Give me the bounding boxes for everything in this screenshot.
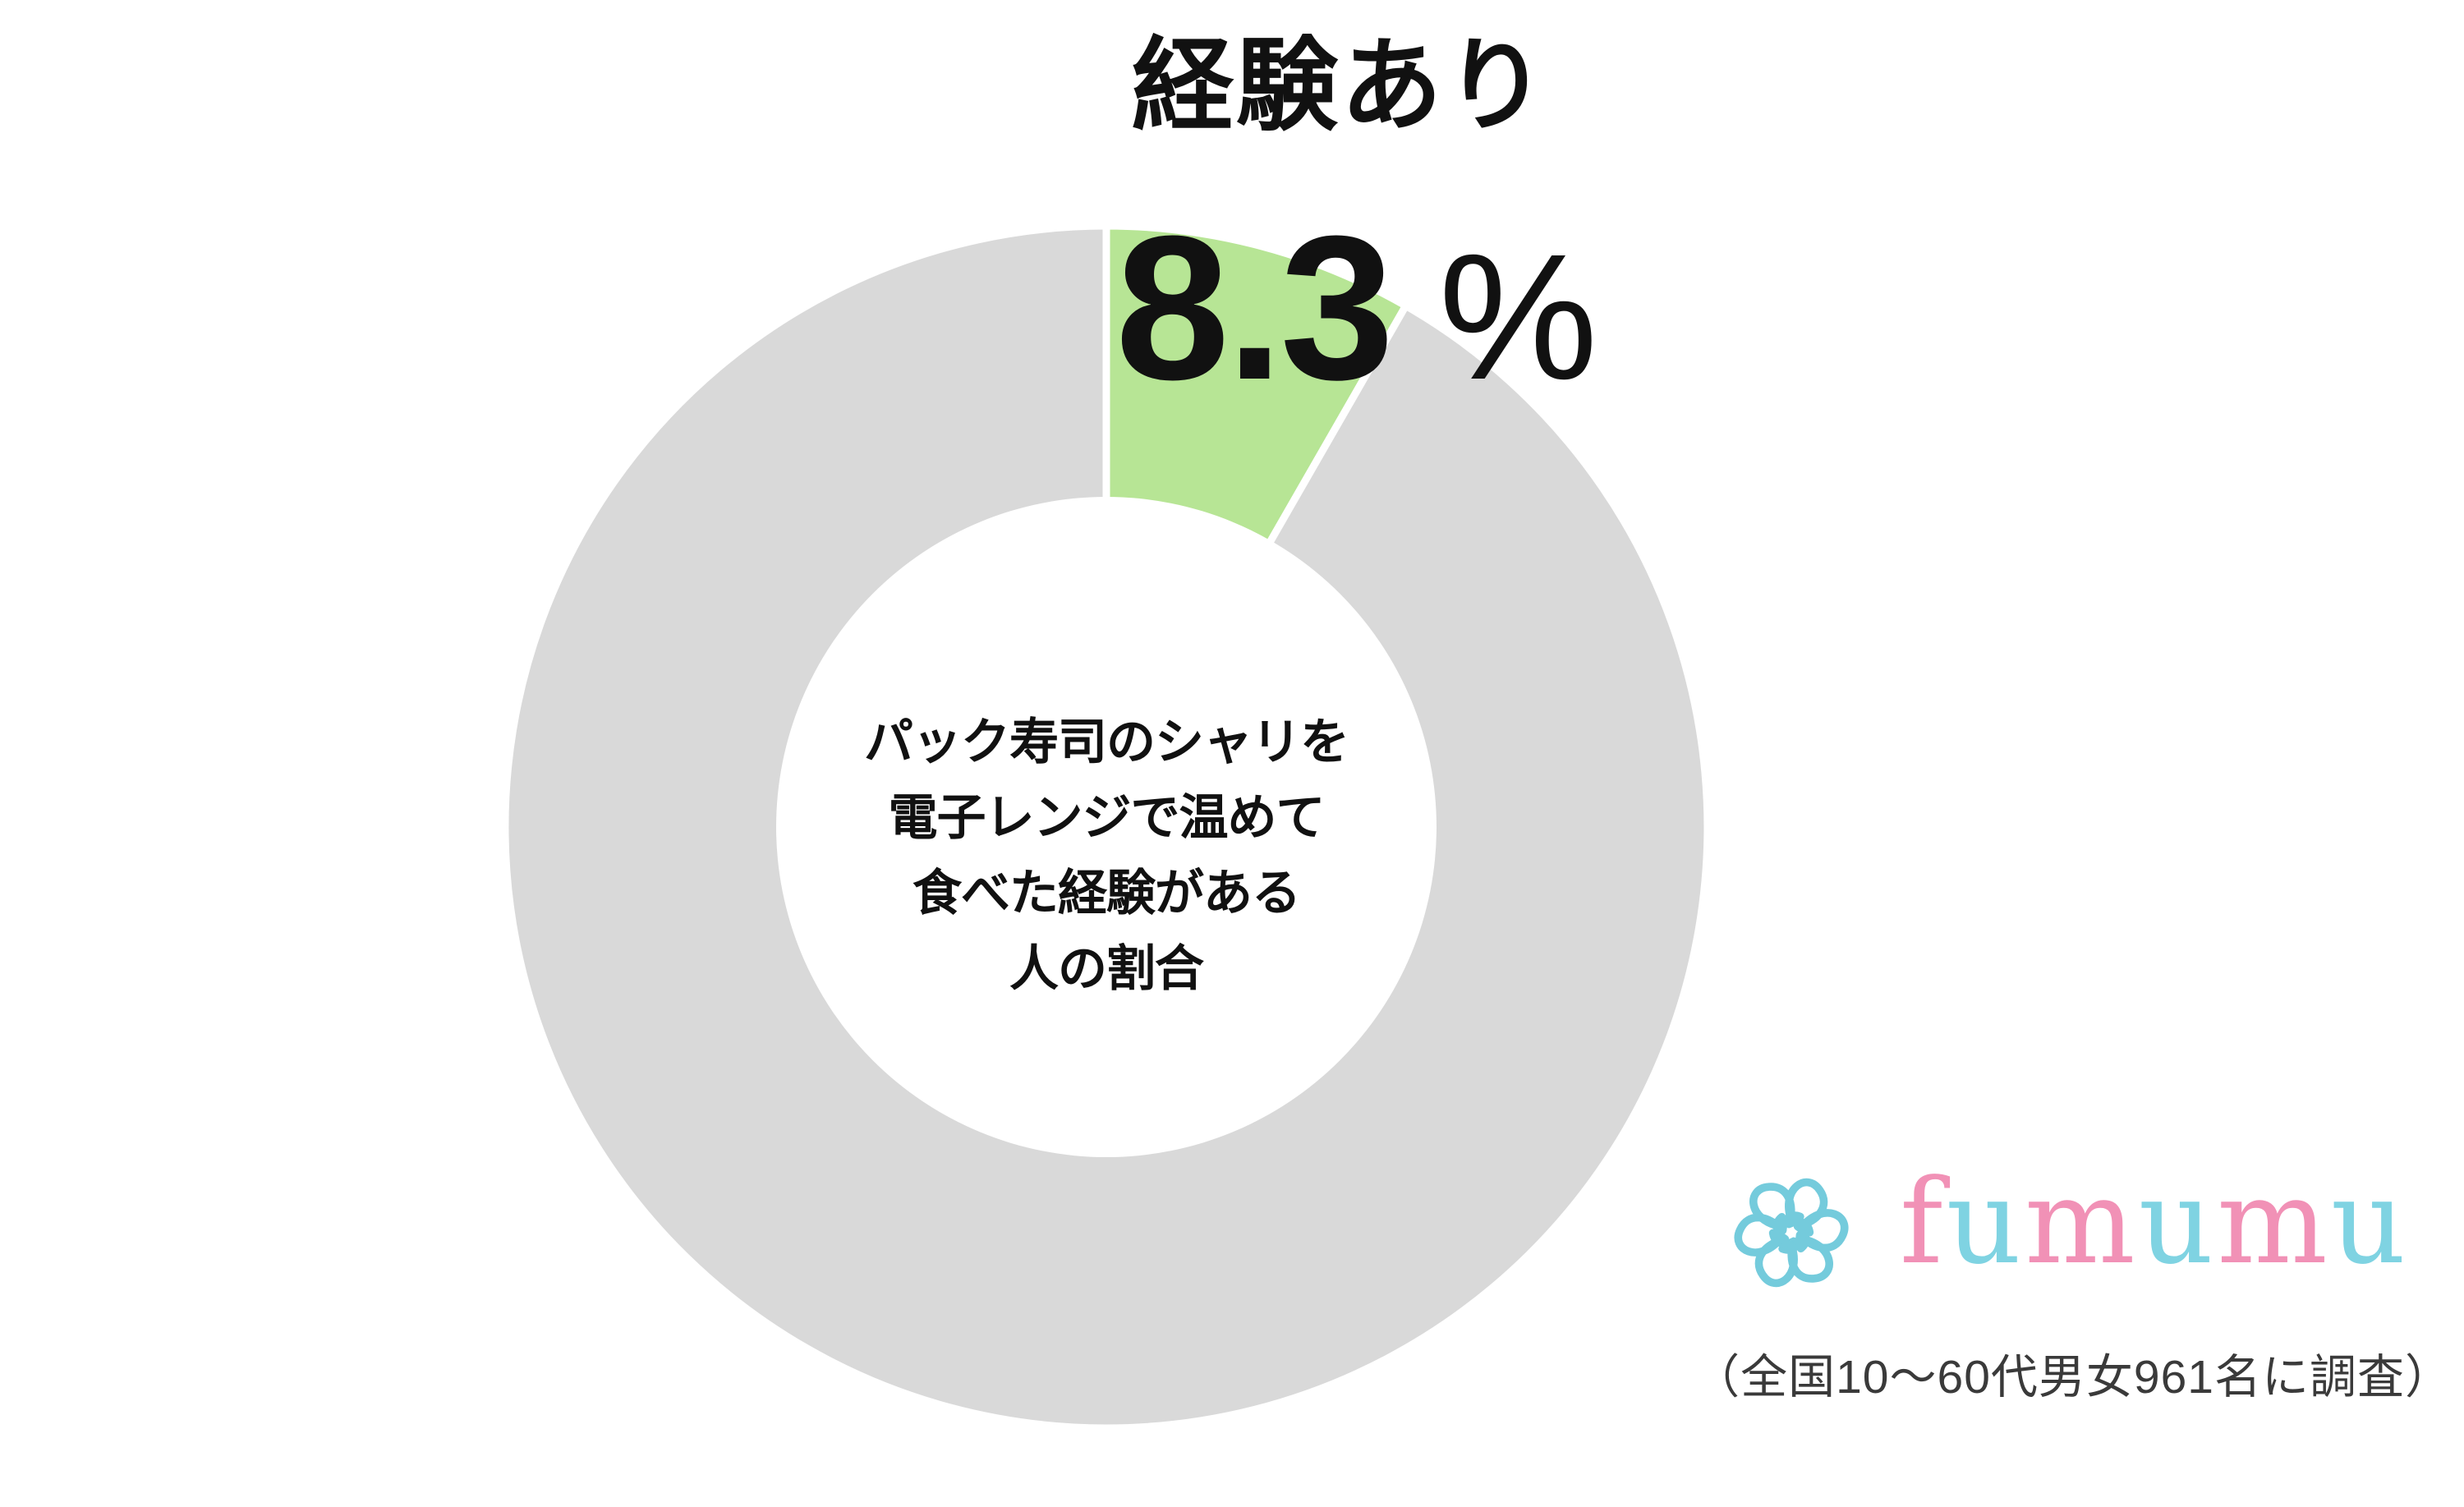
survey-footnote: （全国10〜60代男女961名に調査） xyxy=(1693,1351,2453,1404)
logo-letter-4: u xyxy=(2138,1155,2218,1290)
chart-title: 経験あり xyxy=(1131,30,1550,143)
center-label-line-1: パック寿司のシャリを xyxy=(864,714,1349,770)
donut-hole xyxy=(776,497,1437,1157)
value-number: 8.3 xyxy=(1115,193,1395,422)
center-label-line-4: 人の割合 xyxy=(1009,941,1204,996)
logo-letter-2: u xyxy=(1946,1155,2025,1290)
donut-chart xyxy=(501,222,1712,1432)
fumumu-wordmark: fumumu xyxy=(1900,1165,2409,1281)
logo-letter-3: m xyxy=(2025,1155,2139,1290)
swirl-flower-icon xyxy=(1734,1178,1849,1288)
center-label-line-2: 電子レンジで温めて xyxy=(888,790,1326,845)
logo-letter-6: u xyxy=(2330,1155,2410,1290)
value-label: 8.3 % xyxy=(1115,205,1597,411)
value-unit: % xyxy=(1438,218,1598,417)
fumumu-logo: fumumu xyxy=(1712,1150,2456,1339)
logo-letter-5: m xyxy=(2217,1155,2331,1290)
center-label-line-3: 食べた経験がある xyxy=(913,866,1301,921)
logo-letter-1: f xyxy=(1900,1155,1947,1290)
donut-center-label: パック寿司のシャリを 電子レンジで温めて 食べた経験がある 人の割合 xyxy=(864,705,1349,1007)
